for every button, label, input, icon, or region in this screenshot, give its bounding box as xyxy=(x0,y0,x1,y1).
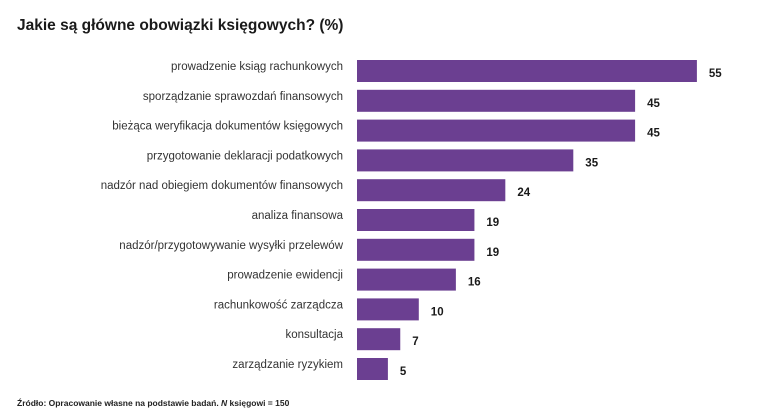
category-label: nadzór/przygotowywanie wysyłki przelewów xyxy=(119,240,343,252)
category-label: konsultacja xyxy=(285,329,343,341)
bar xyxy=(357,149,574,172)
category-label: prowadzenie ewidencji xyxy=(227,270,343,282)
category-label: sporządzanie sprawozdań finansowych xyxy=(143,91,343,103)
source-note: Źródło: Opracowanie własne na podstawie … xyxy=(17,398,289,408)
value-label: 16 xyxy=(468,277,481,289)
bar xyxy=(357,328,401,351)
value-label: 45 xyxy=(647,98,660,110)
source-suffix: księgowi = 150 xyxy=(227,398,290,408)
value-label: 19 xyxy=(486,217,499,229)
value-label: 7 xyxy=(412,336,418,348)
bar xyxy=(357,298,419,321)
value-label: 35 xyxy=(585,157,598,169)
source-prefix: Źródło: Opracowanie własne na podstawie … xyxy=(17,398,222,408)
category-label: przygotowanie deklaracji podatkowych xyxy=(147,150,343,162)
value-label: 10 xyxy=(431,306,444,318)
bar xyxy=(357,119,636,142)
category-label: analiza finansowa xyxy=(252,210,344,222)
bar xyxy=(357,268,456,291)
bar xyxy=(357,209,475,231)
value-label: 55 xyxy=(709,68,722,80)
chart-title: Jakie są główne obowiązki księgowych? (%… xyxy=(17,17,344,34)
category-label: prowadzenie ksiąg rachunkowych xyxy=(171,61,343,73)
bar xyxy=(357,358,388,380)
value-label: 45 xyxy=(647,128,660,140)
value-label: 24 xyxy=(517,187,530,199)
category-label: bieżąca weryfikacja dokumentów księgowyc… xyxy=(112,121,343,133)
category-label: zarządzanie ryzykiem xyxy=(232,359,343,371)
source-n-symbol: N xyxy=(221,398,228,408)
category-label: nadzór nad obiegiem dokumentów finansowy… xyxy=(101,180,343,192)
bar xyxy=(357,89,636,112)
bar xyxy=(357,238,475,261)
bar xyxy=(357,179,506,202)
value-label: 19 xyxy=(486,247,499,259)
category-label: rachunkowość zarządcza xyxy=(214,299,344,311)
bar xyxy=(357,60,697,82)
value-label: 5 xyxy=(400,366,407,378)
